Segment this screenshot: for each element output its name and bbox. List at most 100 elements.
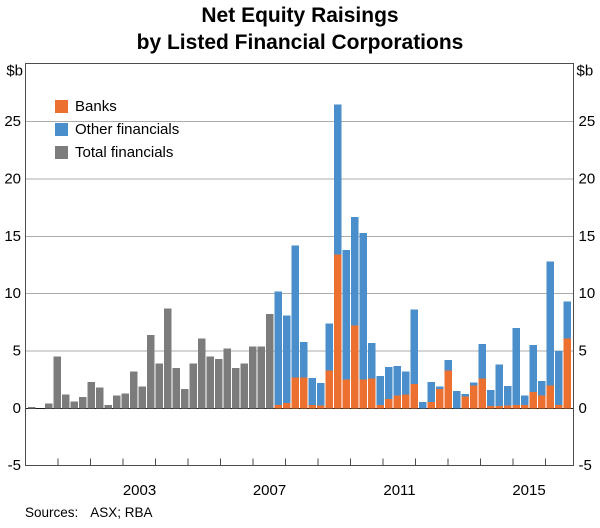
y-tick-label-right-15: 15 xyxy=(579,228,596,245)
bar-44-banks xyxy=(402,394,410,409)
bar-55-other-financials xyxy=(495,364,503,407)
bar-54-other-financials xyxy=(487,389,495,407)
bar-62-banks xyxy=(555,404,563,409)
y-tick-label-left--5: -5 xyxy=(8,457,21,474)
bar-35-banks xyxy=(325,370,333,409)
bar-42-banks xyxy=(385,399,393,409)
bar-61-banks xyxy=(546,385,554,409)
bar-4-total-financials xyxy=(62,394,70,409)
bar-42-other-financials xyxy=(385,367,393,400)
bar-44-other-financials xyxy=(402,371,410,395)
y-tick-label-left-15: 15 xyxy=(4,228,21,245)
legend-label-total-financials: Total financials xyxy=(75,144,174,161)
bar-47-other-financials xyxy=(427,381,435,402)
bar-34-other-financials xyxy=(317,383,325,406)
bar-56-banks xyxy=(504,405,512,409)
bar-47-banks xyxy=(427,401,435,409)
bar-21-total-financials xyxy=(206,356,214,409)
bar-41-banks xyxy=(376,404,384,409)
bar-6-total-financials xyxy=(79,396,87,409)
bar-63-other-financials xyxy=(563,301,571,339)
bar-39-banks xyxy=(359,379,367,409)
y-tick-label-right-0: 0 xyxy=(579,400,587,417)
bar-15-total-financials xyxy=(155,363,163,409)
y-axis-unit-right: $b xyxy=(577,63,594,80)
bar-43-other-financials xyxy=(393,365,401,396)
bar-43-banks xyxy=(393,395,401,409)
bar-40-other-financials xyxy=(368,342,376,379)
bar-10-total-financials xyxy=(113,395,121,409)
bar-36-banks xyxy=(334,254,342,409)
bar-19-total-financials xyxy=(189,363,197,409)
bar-17-total-financials xyxy=(172,368,180,409)
y-tick-label-right-10: 10 xyxy=(579,285,596,302)
bar-60-banks xyxy=(538,395,546,409)
y-tick-label-left-20: 20 xyxy=(4,170,21,187)
bar-56-other-financials xyxy=(504,385,512,406)
bar-28-total-financials xyxy=(266,314,274,409)
bar-32-banks xyxy=(300,377,308,409)
bar-39-other-financials xyxy=(359,232,367,380)
bar-12-total-financials xyxy=(130,371,138,409)
title-line-2: by Listed Financial Corporations xyxy=(136,31,464,54)
bar-31-other-financials xyxy=(291,245,299,378)
bar-16-total-financials xyxy=(164,308,172,409)
bar-27-total-financials xyxy=(257,346,265,409)
bar-5-total-financials xyxy=(70,401,78,409)
bar-30-other-financials xyxy=(283,315,291,404)
bar-40-banks xyxy=(368,378,376,409)
bar-32-other-financials xyxy=(300,341,308,378)
bar-2-total-financials xyxy=(45,403,53,409)
legend-item-total-financials: Total financials xyxy=(55,141,179,164)
bar-48-other-financials xyxy=(436,386,444,389)
bar-18-total-financials xyxy=(181,388,189,409)
legend-label-other-financials: Other financials xyxy=(75,121,180,138)
y-tick-label-right-5: 5 xyxy=(579,342,587,359)
bar-37-banks xyxy=(342,379,350,409)
bar-62-other-financials xyxy=(555,350,563,405)
bar-48-banks xyxy=(436,388,444,409)
bar-53-banks xyxy=(478,378,486,409)
bar-58-other-financials xyxy=(521,395,529,405)
bar-20-total-financials xyxy=(198,338,206,409)
bar-13-total-financials xyxy=(138,386,146,409)
bar-35-other-financials xyxy=(325,323,333,371)
bar-26-total-financials xyxy=(249,346,257,409)
bar-50-other-financials xyxy=(453,391,461,409)
legend-swatch-banks xyxy=(55,100,68,113)
bar-60-other-financials xyxy=(538,380,546,396)
bar-63-banks xyxy=(563,338,571,409)
bar-11-total-financials xyxy=(121,393,129,409)
legend-item-banks: Banks xyxy=(55,95,179,118)
sources-note: Sources: ASX; RBA xyxy=(25,505,153,520)
legend: Banks Other financials Total financials xyxy=(55,95,179,164)
bar-23-total-financials xyxy=(223,348,231,409)
bar-8-total-financials xyxy=(96,387,104,409)
y-axis-unit-left: $b xyxy=(6,63,23,80)
bar-30-banks xyxy=(283,403,291,409)
bar-45-other-financials xyxy=(410,309,418,385)
legend-swatch-other-financials xyxy=(55,123,68,136)
bar-22-total-financials xyxy=(215,358,223,409)
title-line-1: Net Equity Raisings xyxy=(201,4,399,27)
bar-9-total-financials xyxy=(104,404,112,409)
bar-14-total-financials xyxy=(147,334,155,409)
bar-31-banks xyxy=(291,377,299,409)
bar-33-banks xyxy=(308,404,316,409)
y-tick-label-left-5: 5 xyxy=(13,342,21,359)
bar-53-other-financials xyxy=(478,344,486,379)
sources-label: Sources: xyxy=(25,505,79,520)
y-tick-label-left-0: 0 xyxy=(13,400,21,417)
bar-52-other-financials xyxy=(470,382,478,386)
bar-34-banks xyxy=(317,405,325,409)
bar-7-total-financials xyxy=(87,381,95,409)
plot-frame xyxy=(25,63,574,466)
bar-24-total-financials xyxy=(232,368,240,409)
bar-57-banks xyxy=(512,404,520,409)
bar-51-banks xyxy=(461,396,469,409)
bar-61-other-financials xyxy=(546,261,554,386)
bar-38-other-financials xyxy=(351,216,359,326)
bar-52-banks xyxy=(470,385,478,409)
